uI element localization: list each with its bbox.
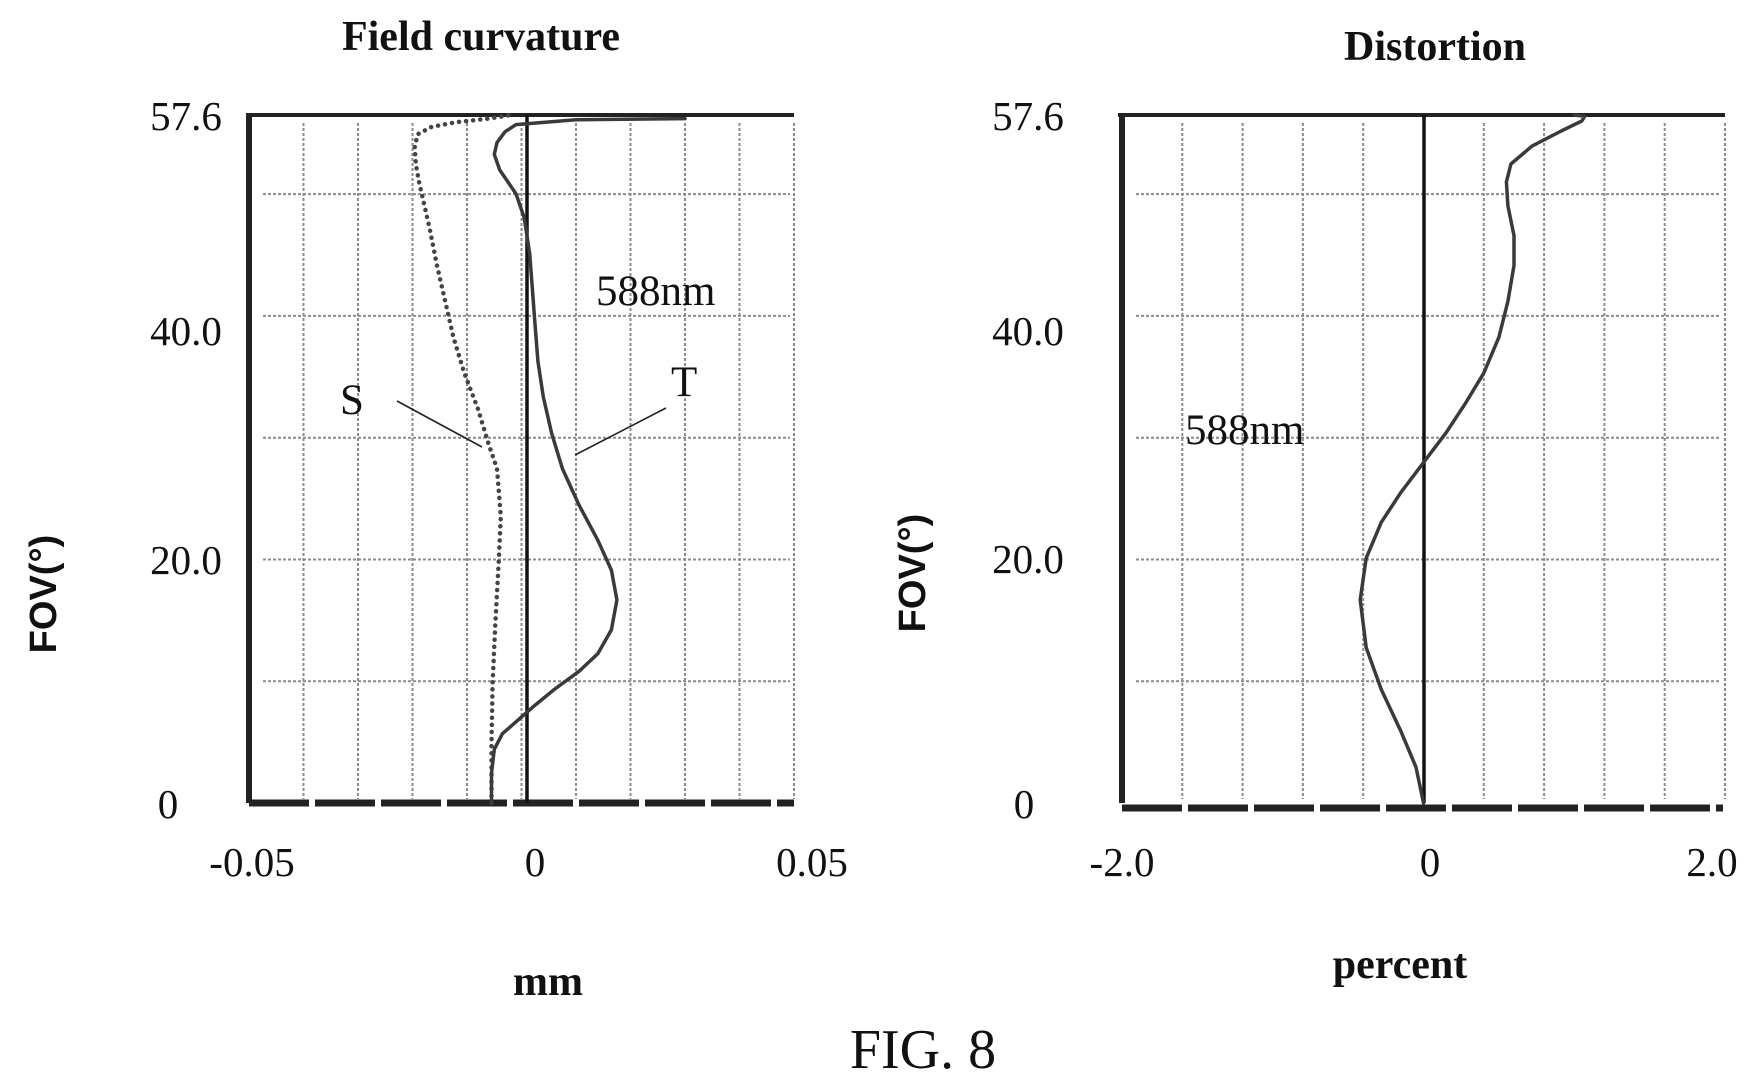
distortion-series-line-curve xyxy=(1358,113,1587,805)
field-x-tick-min: -0.05 xyxy=(209,839,294,885)
field-series-layer xyxy=(412,112,687,806)
field-chart-title: Field curvature xyxy=(342,14,620,60)
distortion-series-layer xyxy=(1358,113,1587,805)
field-grid xyxy=(263,123,795,799)
distortion-y-tick-20.0: 20.0 xyxy=(992,536,1064,582)
distortion-y-tick-57.6: 57.6 xyxy=(992,93,1064,139)
figure-caption: FIG. 8 xyxy=(850,1019,996,1081)
field-y-tick-57.6: 57.6 xyxy=(150,93,222,139)
field-series-s-curve xyxy=(412,112,513,806)
distortion-y-tick-40.0: 40.0 xyxy=(992,308,1064,354)
field-x-tick-max: 0.05 xyxy=(776,839,848,885)
distortion-chart-title: Distortion xyxy=(1344,24,1526,70)
distortion-y-tick-0: 0 xyxy=(1014,781,1035,827)
distortion-x-tick-min: -2.0 xyxy=(1090,839,1155,885)
field-t-leader-line xyxy=(574,407,667,456)
distortion-panel: Distortion 57.6 40.0 20.0 0 -2.0 0 2.0 p… xyxy=(892,24,1738,988)
field-s-leader-line xyxy=(396,400,483,448)
distortion-y-axis-label: FOV(°) xyxy=(892,514,934,633)
distortion-wavelength-label: 588nm xyxy=(1185,407,1304,454)
distortion-x-axis-label: percent xyxy=(1333,942,1468,988)
field-plot-frame xyxy=(246,113,794,807)
field-series-t-curve xyxy=(489,116,687,805)
field-s-label: S xyxy=(340,377,364,424)
field-y-tick-20.0: 20.0 xyxy=(150,537,222,583)
distortion-x-tick-zero: 0 xyxy=(1420,839,1441,885)
field-y-tick-40.0: 40.0 xyxy=(150,308,222,354)
distortion-x-tick-max: 2.0 xyxy=(1686,839,1737,885)
field-y-tick-0: 0 xyxy=(158,781,179,827)
field-wavelength-label: 588nm xyxy=(596,268,715,315)
field-y-axis-label: FOV(°) xyxy=(23,535,65,654)
field-x-tick-zero: 0 xyxy=(525,839,546,885)
field-t-label: T xyxy=(671,359,697,406)
distortion-plot-frame xyxy=(1118,113,1725,812)
field-x-axis-label: mm xyxy=(513,959,583,1005)
distortion-grid xyxy=(1136,123,1726,799)
field-curvature-panel: Field curvature 57.6 40.0 20.0 0 -0.05 0… xyxy=(23,14,848,1005)
